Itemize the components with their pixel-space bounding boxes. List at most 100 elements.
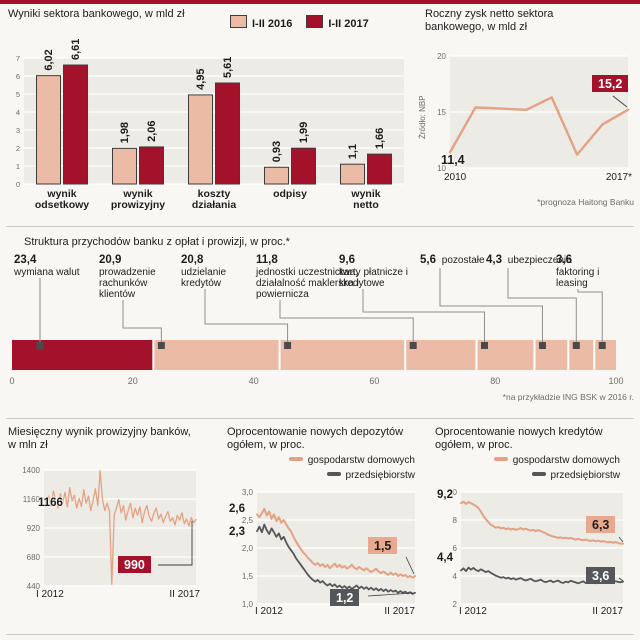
- svg-text:6: 6: [16, 72, 20, 81]
- svg-text:10: 10: [437, 164, 446, 173]
- legend-credit-rates: gospodarstw domowych przedsiębiorstw: [493, 453, 620, 483]
- end-value-monthly-fee: 990: [118, 556, 151, 573]
- divider-middle: [6, 418, 634, 419]
- end-value-deposits-households: 1,5: [368, 537, 398, 554]
- legend-item-enterprises: przedsiębiorstw: [494, 468, 620, 483]
- segment-value: 9,6: [339, 254, 355, 266]
- svg-text:odpisy: odpisy: [273, 188, 307, 200]
- segment-label-rachunki: 20,9 prowadzenie rachunków klientów: [99, 254, 181, 300]
- line-chart-credit-rates: 10 8 6 4 2: [448, 488, 624, 609]
- legend-item-2016: I-II 2016: [230, 15, 292, 30]
- segment-label-jednostki: 11,8 jednostki uczestnictwa, działalność…: [256, 254, 368, 300]
- svg-text:1,99: 1,99: [298, 122, 310, 143]
- svg-text:20: 20: [437, 52, 446, 61]
- chart-title-credit-rates: Oprocentowanie nowych kredytów ogółem, w…: [435, 426, 603, 451]
- segment-value: 5,6: [420, 254, 436, 266]
- segment-value: 4,3: [486, 254, 502, 266]
- segment-name: prowadzenie rachunków klientów: [99, 267, 156, 300]
- svg-text:0: 0: [9, 376, 14, 386]
- segment-value: 20,9: [99, 254, 122, 266]
- legend-dash-enterprises: [326, 472, 341, 476]
- chart-title-monthly-fee: Miesięczny wynik prowizyjny banków, w ml…: [8, 426, 191, 451]
- svg-text:3: 3: [16, 126, 20, 135]
- xtick-deposits-start: I 2012: [255, 606, 283, 617]
- segment-label-faktoring: 3,6 faktoring i leasing: [556, 254, 618, 289]
- svg-text:8: 8: [453, 516, 458, 525]
- legend-label-2016: I-II 2016: [252, 18, 293, 30]
- legend-swatch-2017: [306, 15, 324, 28]
- legend-item-households: gospodarstw domowych: [493, 453, 620, 468]
- end-value-credits-enterprises: 3,6: [586, 567, 616, 584]
- svg-text:1,1: 1,1: [347, 144, 359, 159]
- svg-text:920: 920: [27, 524, 41, 533]
- top-accent-rule: [0, 0, 640, 4]
- svg-text:7: 7: [16, 54, 20, 63]
- svg-text:40: 40: [249, 376, 259, 386]
- chart-title-sector-results: Wyniki sektora bankowego, w mld zł: [8, 8, 185, 20]
- legend-item-2017: I-II 2017: [306, 15, 369, 30]
- segment-name: jednostki uczestnictwa, działalność makl…: [256, 267, 359, 300]
- legend-label-households: gospodarstw domowych: [512, 455, 620, 466]
- chart-title-deposit-rates: Oprocentowanie nowych depozytów ogółem, …: [227, 426, 404, 451]
- svg-text:0,93: 0,93: [271, 141, 283, 162]
- end-value-credits-households: 6,3: [586, 516, 616, 533]
- svg-text:15: 15: [437, 108, 446, 117]
- segment-value: 20,8: [181, 254, 204, 266]
- segment-label-karty: 9,6 karty płatnicze i kredytowe: [339, 254, 421, 289]
- divider-bottom: [6, 634, 634, 635]
- svg-text:1,66: 1,66: [374, 128, 386, 149]
- svg-text:1160: 1160: [23, 495, 41, 504]
- segment-label-ubezpieczenia: 4,3 ubezpieczenia: [486, 254, 582, 267]
- svg-text:100: 100: [608, 376, 623, 386]
- xtick-credits-start: I 2012: [459, 606, 487, 617]
- svg-text:2: 2: [453, 600, 458, 609]
- svg-text:1,0: 1,0: [242, 600, 254, 609]
- segment-label-pozostale: 5,6 pozostałe: [420, 254, 502, 267]
- svg-text:4,95: 4,95: [195, 68, 207, 89]
- svg-text:2,0: 2,0: [242, 544, 254, 553]
- start-value-monthly-fee: 1166: [38, 497, 63, 509]
- svg-text:6,02: 6,02: [43, 49, 55, 70]
- line-chart-monthly-fee: 1400 1160 920 680 440: [22, 466, 197, 591]
- segment-value: 3,6: [556, 254, 572, 266]
- legend-dash-enterprises: [531, 472, 546, 476]
- xtick-deposits-end: II 2017: [384, 606, 415, 617]
- legend-label-enterprises: przedsiębiorstw: [550, 470, 620, 481]
- legend-sector-results: I-II 2016 I-II 2017: [230, 15, 369, 30]
- segment-name: karty płatnicze i kredytowe: [339, 267, 408, 289]
- xtick-monthly-start: I 2012: [36, 589, 64, 600]
- svg-text:2: 2: [16, 144, 20, 153]
- xtick-monthly-end: II 2017: [169, 589, 200, 600]
- segment-label-kredyty: 20,8 udzielanie kredytów: [181, 254, 261, 289]
- svg-text:6,61: 6,61: [70, 39, 82, 60]
- svg-text:80: 80: [490, 376, 500, 386]
- svg-text:0: 0: [16, 180, 20, 189]
- svg-text:20: 20: [128, 376, 138, 386]
- legend-item-households: gospodarstw domowych: [288, 453, 415, 468]
- footnote-forecast: *prognoza Haitong Banku: [537, 197, 634, 207]
- svg-text:6: 6: [453, 544, 458, 553]
- segment-value: 11,8: [256, 254, 278, 266]
- legend-swatch-2016: [230, 15, 247, 28]
- svg-text:60: 60: [369, 376, 379, 386]
- svg-text:1,5: 1,5: [242, 572, 254, 581]
- line-chart-annual-profit: 20 15 10: [437, 52, 630, 173]
- svg-text:2,5: 2,5: [242, 516, 254, 525]
- svg-text:1,98: 1,98: [119, 122, 131, 143]
- svg-text:5,61: 5,61: [222, 57, 234, 78]
- svg-text:10: 10: [448, 488, 457, 497]
- footnote-ing: *na przykładzie ING BSK w 2016 r.: [502, 392, 634, 402]
- svg-text:1400: 1400: [22, 466, 40, 475]
- svg-text:3,0: 3,0: [242, 488, 254, 497]
- source-label: Źródło: NBP: [418, 95, 427, 139]
- end-value-annual-profit: 15,2: [592, 75, 629, 92]
- segment-name: pozostałe: [441, 255, 485, 266]
- start-value-annual-profit: 11,4: [441, 153, 465, 167]
- divider-top: [6, 226, 634, 227]
- xtick-credits-end: II 2017: [592, 606, 623, 617]
- legend-item-enterprises: przedsiębiorstw: [289, 468, 415, 483]
